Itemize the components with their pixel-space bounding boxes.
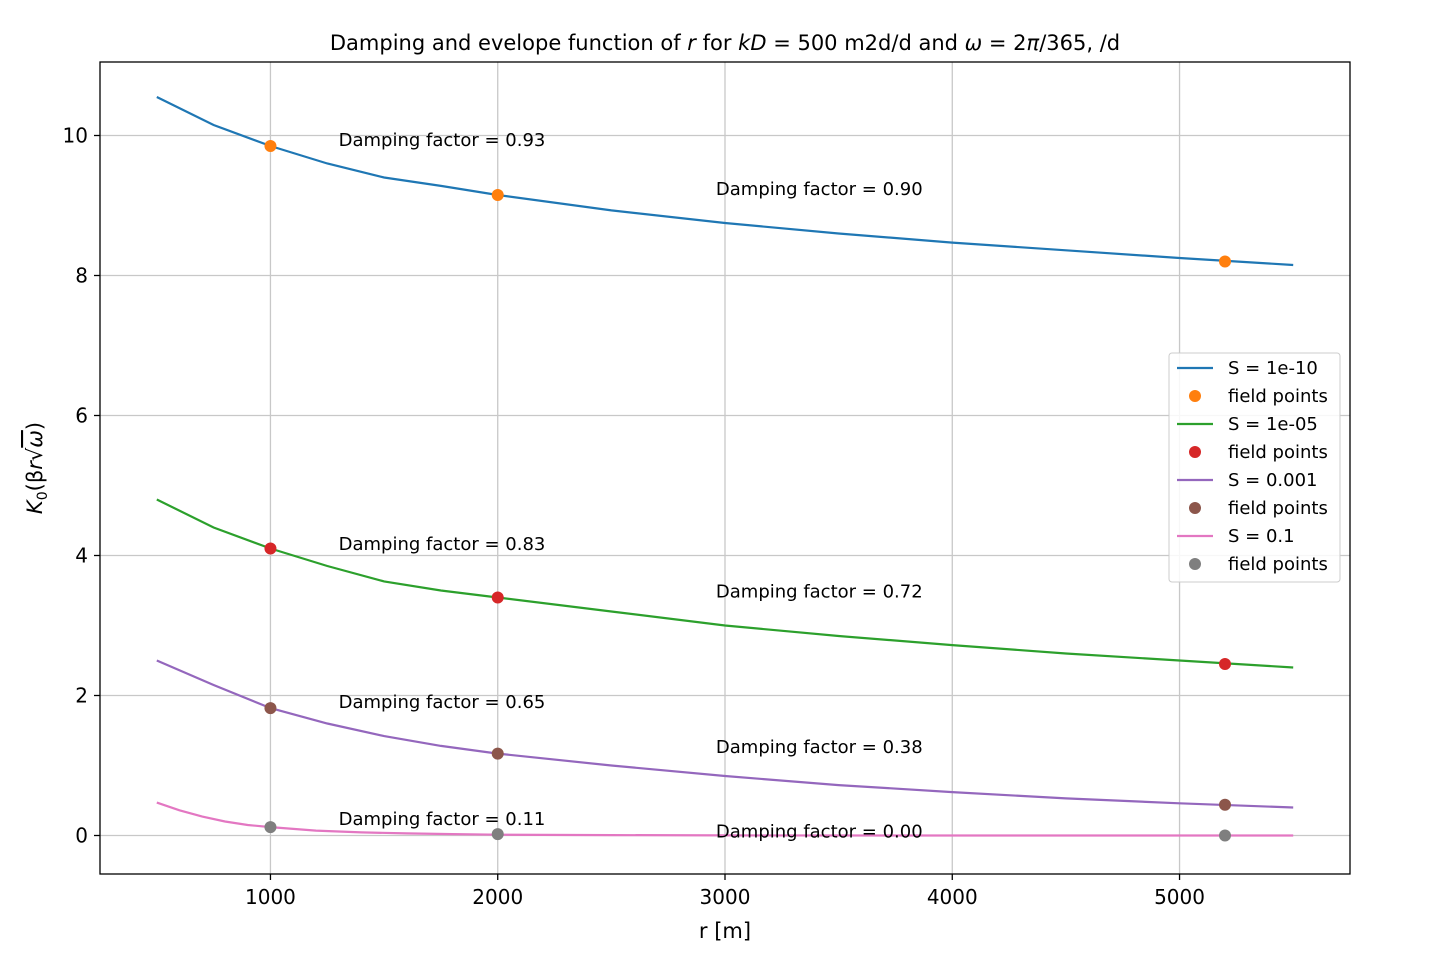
field-point-s2-2 — [491, 591, 504, 604]
legend: S = 1e-10 field points S = 1e-05 field poin… — [1168, 352, 1341, 583]
legend-marker-points-1 — [1189, 390, 1201, 402]
field-point-s2-3 — [1219, 658, 1231, 670]
legend-label-points-3: field points — [1228, 498, 1328, 519]
x-tick-label-3000: 3000 — [700, 885, 751, 909]
field-point-s3-3 — [1219, 798, 1231, 811]
damping-annotation-5: Damping factor = 0.65 — [339, 692, 546, 713]
field-point-s3-2 — [491, 747, 504, 760]
damping-annotation-6: Damping factor = 0.38 — [716, 737, 923, 758]
damping-annotation-7: Damping factor = 0.11 — [339, 809, 546, 830]
y-axis-ticks: 0 2 4 6 8 10 — [63, 124, 100, 848]
legend-label-points-4: field points — [1228, 554, 1328, 575]
field-point-s4-1 — [264, 821, 277, 834]
field-point-s4-2 — [491, 828, 504, 841]
x-tick-label-5000: 5000 — [1154, 885, 1205, 909]
legend-marker-points-4 — [1189, 558, 1201, 570]
damping-annotation-8: Damping factor = 0.00 — [716, 822, 923, 843]
x-tick-label-2000: 2000 — [472, 885, 523, 909]
x-tick-label-1000: 1000 — [245, 885, 296, 909]
field-point-s4-3 — [1219, 829, 1231, 842]
legend-label-series-1: S = 1e-10 — [1228, 358, 1318, 379]
y-tick-label-4: 4 — [75, 544, 88, 568]
y-axis-label: K0(βr√ω) — [23, 422, 51, 514]
x-tick-label-4000: 4000 — [927, 885, 978, 909]
series-line-3 — [156, 659, 1294, 809]
legend-label-points-1: field points — [1228, 386, 1328, 407]
y-tick-label-6: 6 — [75, 404, 88, 428]
field-point-s3-1 — [264, 702, 277, 715]
y-tick-label-10: 10 — [63, 124, 88, 148]
series-line-2 — [156, 498, 1294, 669]
legend-label-series-3: S = 0.001 — [1228, 470, 1317, 491]
y-tick-label-0: 0 — [75, 824, 88, 848]
field-point-s1-1 — [264, 140, 277, 152]
x-axis-ticks: 1000 2000 3000 4000 5000 — [245, 874, 1205, 909]
legend-label-series-4: S = 0.1 — [1228, 526, 1295, 547]
legend-marker-points-3 — [1189, 502, 1201, 514]
y-tick-label-2: 2 — [75, 684, 88, 708]
field-point-s1-3 — [1219, 255, 1231, 268]
field-points-layer — [264, 140, 1231, 842]
legend-label-points-2: field points — [1228, 442, 1328, 463]
damping-annotation-4: Damping factor = 0.72 — [716, 582, 923, 603]
damping-annotation-2: Damping factor = 0.90 — [716, 179, 923, 200]
series-layer — [156, 96, 1294, 837]
legend-label-series-2: S = 1e-05 — [1228, 414, 1318, 435]
series-line-1 — [156, 96, 1294, 267]
grid-lines — [100, 62, 1350, 874]
damping-annotation-1: Damping factor = 0.93 — [339, 130, 546, 151]
legend-marker-points-2 — [1189, 446, 1201, 458]
field-point-s1-2 — [491, 189, 504, 201]
y-tick-label-8: 8 — [75, 264, 88, 288]
legend-box — [1168, 352, 1341, 583]
series-line-4 — [156, 801, 1294, 837]
field-point-s2-1 — [264, 542, 277, 555]
chart-title: Damping and evelope function of r for kD… — [330, 31, 1120, 55]
damping-annotation-3: Damping factor = 0.83 — [339, 534, 546, 555]
x-axis-label: r [m] — [699, 919, 751, 943]
annotations-layer: Damping factor = 0.93 Damping factor = 0.… — [339, 130, 923, 843]
